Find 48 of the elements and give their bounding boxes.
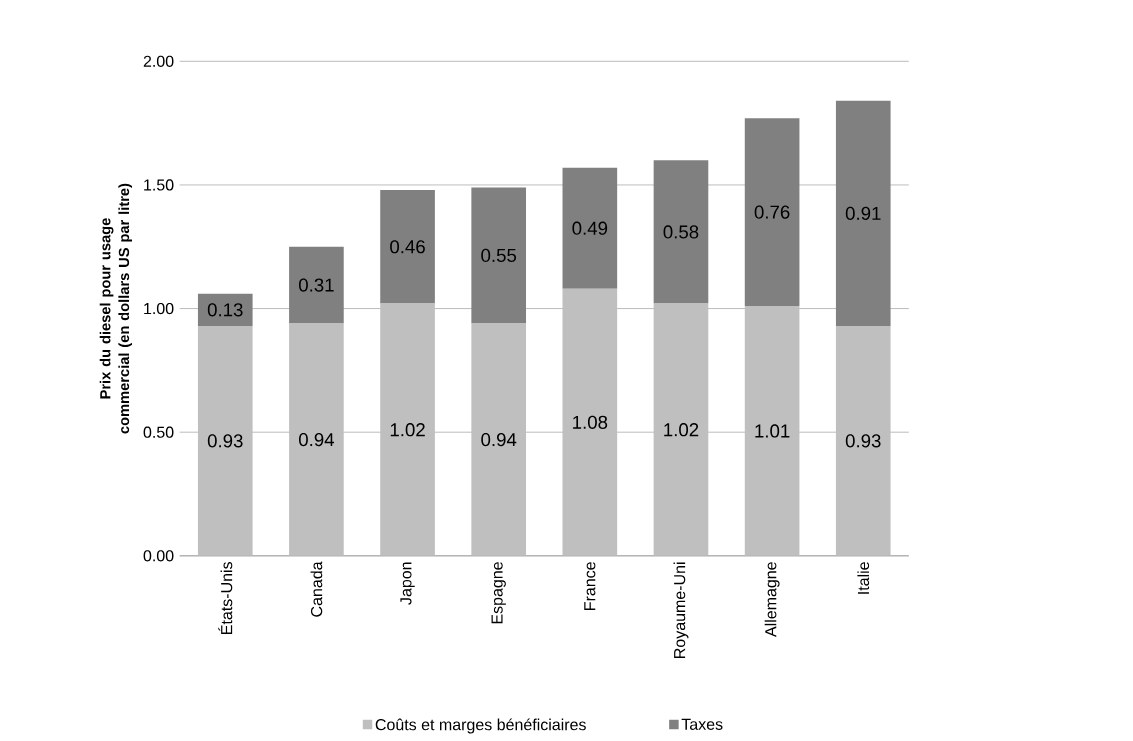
data-label: 1.02 [664, 423, 699, 437]
data-label: 0.31 [298, 278, 334, 292]
bar [380, 303, 435, 556]
bar [562, 288, 618, 556]
data-label: 0.46 [390, 240, 425, 254]
y-tick-label: 2.00 [143, 55, 174, 67]
y-tick-label: 1.00 [144, 302, 174, 315]
y-axis-title: Prix du diesel pour usage commercial (en dollars US par litre) [99, 183, 133, 434]
x-tick-label: France [584, 562, 596, 610]
bar [744, 118, 800, 307]
bar [835, 100, 891, 326]
x-tick-label: Canada [310, 561, 323, 617]
data-label: 0.76 [754, 205, 790, 219]
bar [835, 325, 891, 556]
bar [471, 323, 527, 556]
x-tick-label: Allemagne [764, 562, 780, 637]
x-tick-label: Italie [857, 562, 870, 594]
bar [197, 325, 253, 556]
data-label: 0.55 [481, 248, 517, 262]
x-tick-label: Espagne [491, 562, 506, 624]
bar [744, 306, 800, 556]
data-label: 0.91 [845, 206, 881, 220]
data-label: 0.94 [298, 432, 335, 447]
legend-label: Taxes [681, 718, 723, 730]
bar [380, 189, 435, 304]
data-label: 0.93 [845, 434, 881, 448]
x-tick-label: Royaume-Uni [673, 562, 689, 658]
data-label: 0.49 [572, 221, 608, 235]
bar [289, 246, 344, 324]
data-label: 1.01 [755, 424, 790, 438]
data-label: 0.13 [207, 303, 243, 317]
x-tick-label: Japon [400, 562, 415, 605]
bar [289, 323, 344, 556]
data-label: 0.94 [481, 432, 517, 447]
y-tick-label: 0.00 [143, 550, 174, 562]
data-label: 0.58 [663, 225, 699, 239]
bar [653, 160, 709, 304]
y-tick-label: 0.50 [143, 426, 174, 438]
bar [197, 293, 253, 326]
data-label: 0.93 [207, 434, 243, 448]
data-label: 1.02 [390, 423, 425, 437]
y-tick-label: 1.50 [144, 179, 174, 191]
data-label: 1.08 [573, 415, 608, 429]
x-tick-label: États-Unis [218, 561, 233, 634]
bar [562, 167, 618, 289]
bar [653, 303, 709, 556]
legend-label: Coûts et marges bénéficiaires [375, 718, 586, 734]
bar [471, 187, 527, 324]
